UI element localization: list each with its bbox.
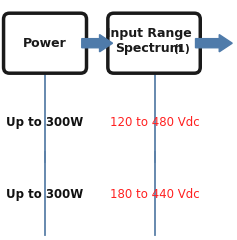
Text: 120 to 480 Vdc: 120 to 480 Vdc bbox=[110, 116, 200, 129]
FancyBboxPatch shape bbox=[108, 13, 200, 73]
Text: 180 to 440 Vdc: 180 to 440 Vdc bbox=[110, 188, 200, 201]
FancyArrow shape bbox=[82, 35, 113, 52]
Text: Power: Power bbox=[23, 37, 67, 50]
Text: (1): (1) bbox=[173, 44, 190, 54]
Text: Input Range
Spectrum: Input Range Spectrum bbox=[106, 27, 192, 55]
FancyArrow shape bbox=[196, 35, 232, 52]
Text: Up to 300W: Up to 300W bbox=[6, 188, 84, 201]
Text: Up to 300W: Up to 300W bbox=[6, 116, 84, 129]
FancyBboxPatch shape bbox=[4, 13, 87, 73]
